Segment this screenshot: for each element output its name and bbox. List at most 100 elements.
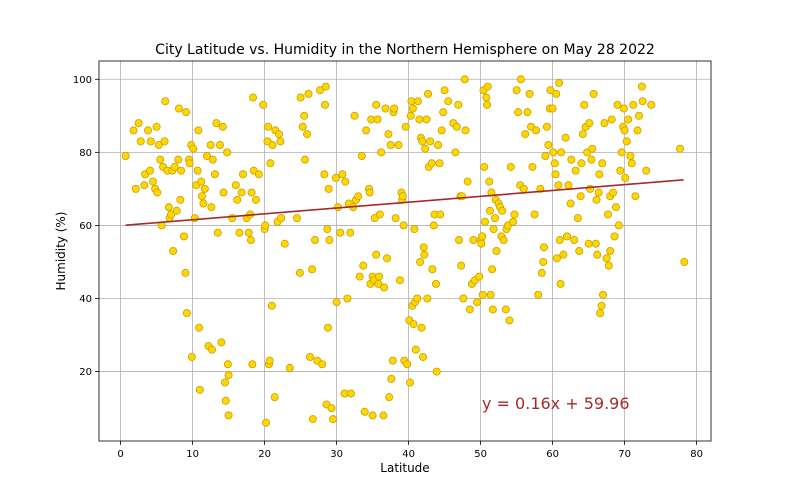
scatter-point	[341, 177, 350, 186]
scatter-point	[580, 100, 589, 109]
scatter-point	[304, 89, 313, 98]
scatter-point	[478, 232, 487, 241]
x-tick-label: 40	[402, 449, 415, 460]
scatter-point	[350, 111, 359, 120]
scatter-point	[388, 356, 397, 365]
scatter-point	[411, 345, 420, 354]
scatter-point	[586, 184, 595, 193]
scatter-point	[578, 130, 587, 139]
scatter-point	[592, 195, 601, 204]
scatter-point	[266, 159, 275, 168]
scatter-point	[596, 309, 605, 318]
scatter-point	[597, 301, 606, 310]
regression-equation: y = 0.16x + 59.96	[482, 394, 630, 413]
scatter-point	[244, 228, 253, 237]
grid	[99, 61, 711, 441]
scatter-point	[172, 206, 181, 215]
scatter-point	[359, 261, 368, 270]
scatter-point	[413, 294, 422, 303]
scatter-point	[576, 192, 585, 201]
scatter-point	[401, 122, 410, 131]
scatter-point	[459, 294, 468, 303]
scatter-point	[231, 181, 240, 190]
scatter-point	[499, 236, 508, 245]
scatter-point	[541, 151, 550, 160]
scatter-point	[480, 217, 489, 226]
scatter-point	[498, 206, 507, 215]
scatter-point	[461, 126, 470, 135]
scatter-point	[346, 389, 355, 398]
scatter-point	[390, 104, 399, 113]
y-tick-label: 80	[79, 148, 92, 159]
scatter-point	[488, 265, 497, 274]
scatter-point	[454, 236, 463, 245]
scatter-point	[512, 86, 521, 95]
y-axis-label: Humidity (%)	[54, 212, 68, 291]
scatter-point	[308, 265, 317, 274]
scatter-point	[575, 246, 584, 255]
scatter-point	[129, 126, 138, 135]
scatter-point	[136, 137, 145, 146]
scatter-point	[292, 214, 301, 223]
scatter-point	[195, 323, 204, 332]
scatter-point	[346, 228, 355, 237]
scatter-point	[477, 239, 486, 248]
scatter-point	[398, 192, 407, 201]
scatter-point	[631, 192, 640, 201]
scatter-point	[187, 352, 196, 361]
scatter-point	[202, 151, 211, 160]
scatter-point	[561, 133, 570, 142]
scatter-point	[510, 210, 519, 219]
scatter-point	[680, 257, 689, 266]
scatter-point	[212, 119, 221, 128]
scatter-point	[485, 177, 494, 186]
scatter-point	[523, 108, 532, 117]
scatter-point	[325, 236, 334, 245]
scatter-point	[300, 155, 309, 164]
scatter-point	[218, 122, 227, 131]
scatter-point	[305, 352, 314, 361]
scatter-point	[637, 82, 646, 91]
scatter-point	[525, 89, 534, 98]
scatter-point	[642, 166, 651, 175]
scatter-point	[321, 82, 330, 91]
scatter-point	[215, 141, 224, 150]
scatter-point	[254, 170, 263, 179]
scatter-point	[617, 148, 626, 157]
regression-line	[125, 179, 684, 226]
scatter-point	[559, 250, 568, 259]
scatter-point	[372, 250, 381, 259]
scatter-point	[505, 316, 514, 325]
scatter-point	[295, 268, 304, 277]
scatter-point	[465, 305, 474, 314]
scatter-point	[610, 232, 619, 241]
scatter-point	[516, 75, 525, 84]
scatter-point	[567, 155, 576, 164]
scatter-point	[276, 137, 285, 146]
scatter-point	[613, 100, 622, 109]
scatter-point	[384, 130, 393, 139]
scatter-point	[599, 290, 608, 299]
scatter-point	[395, 276, 404, 285]
scatter-point	[521, 130, 530, 139]
scatter-point	[224, 371, 233, 380]
scatter-point	[262, 418, 271, 427]
scatter-point	[539, 257, 548, 266]
scatter-point	[320, 170, 329, 179]
scatter-point	[237, 188, 246, 197]
scatter-point	[131, 184, 140, 193]
scatter-point	[223, 148, 232, 157]
scatter-point	[556, 279, 565, 288]
scatter-point	[635, 111, 644, 120]
scatter-point	[267, 301, 276, 310]
scatter-point	[190, 214, 199, 223]
scatter-point	[555, 78, 564, 87]
scatter-point	[534, 290, 543, 299]
scatter-point	[587, 155, 596, 164]
scatter-point	[440, 86, 449, 95]
axis-ticks: 0 10 20 30 40 50 60 70 80 20 40 60 80 100	[73, 75, 703, 460]
scatter-point	[563, 232, 572, 241]
scatter-point	[197, 177, 206, 186]
scatter-point	[161, 97, 170, 106]
